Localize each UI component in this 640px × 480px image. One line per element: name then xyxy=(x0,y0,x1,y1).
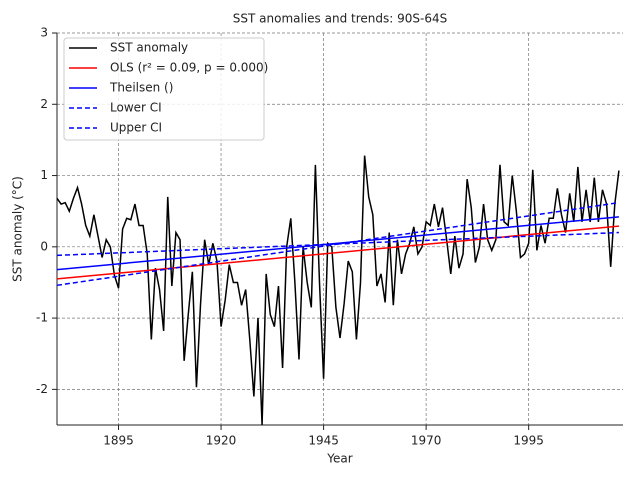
x-tick-label: 1995 xyxy=(513,434,544,448)
series-line xyxy=(56,155,620,426)
legend: SST anomaly OLS (r² = 0.09, p = 0.000) The… xyxy=(63,37,268,141)
y-tick-label: -1 xyxy=(36,311,48,325)
series-line xyxy=(56,201,620,287)
x-tick-label: 1895 xyxy=(103,434,134,448)
y-tick-label: 0 xyxy=(40,239,48,253)
x-tick-label: 1945 xyxy=(308,434,339,448)
chart-title: SST anomalies and trends: 90S-64S xyxy=(233,12,447,26)
legend-label: SST anomaly xyxy=(110,41,188,55)
x-tick-label: 1970 xyxy=(411,434,442,448)
series-line xyxy=(56,225,619,280)
y-tick-label: 3 xyxy=(40,26,48,40)
legend-box xyxy=(63,37,265,141)
y-axis-label: SST anomaly (°C) xyxy=(11,176,25,282)
legend-label: Theilsen () xyxy=(109,81,173,95)
y-tick-label: 1 xyxy=(40,168,48,182)
legend-label: OLS (r² = 0.09, p = 0.000) xyxy=(110,61,268,75)
legend-label: Upper CI xyxy=(110,121,162,135)
legend-label: Lower CI xyxy=(110,101,162,115)
x-tick-label: 1920 xyxy=(206,434,237,448)
x-axis-label: Year xyxy=(326,452,352,466)
y-tick-label: 2 xyxy=(40,97,48,111)
y-tick-label: -2 xyxy=(36,382,48,396)
